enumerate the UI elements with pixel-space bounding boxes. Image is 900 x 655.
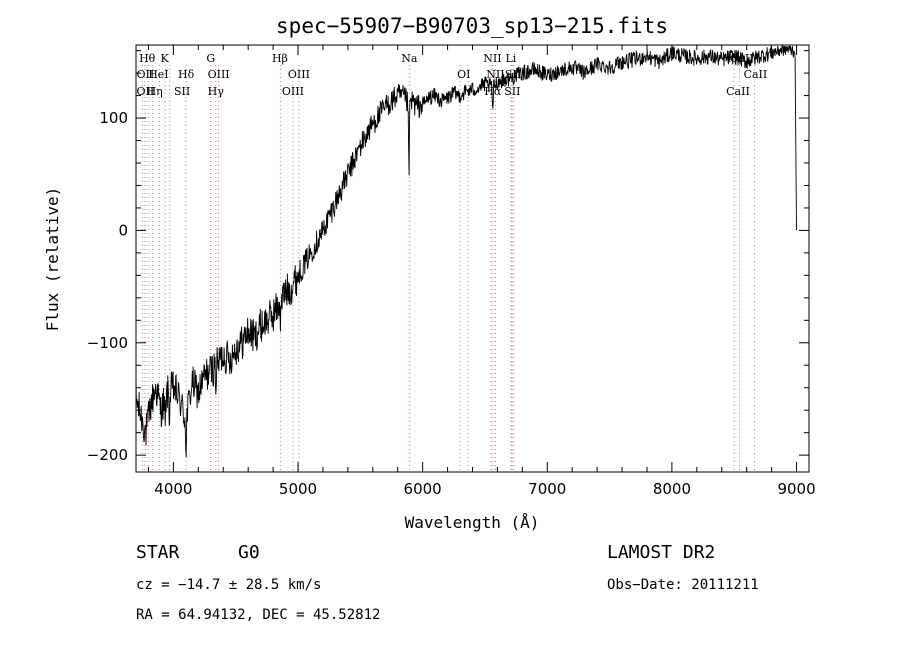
- spectrum-series: [135, 45, 797, 458]
- coordinates: RA = 64.94132, DEC = 45.52812: [136, 607, 380, 623]
- line-label: SII: [504, 85, 520, 98]
- line-label: CaII: [726, 85, 750, 98]
- x-tick-label: 8000: [653, 480, 691, 498]
- line-label: K: [161, 52, 170, 65]
- x-tick-label: 9000: [777, 480, 815, 498]
- line-label: Hη: [147, 85, 163, 98]
- line-label: Hδ: [178, 68, 195, 81]
- line-label: OIII: [288, 68, 310, 81]
- line-label: OIII: [282, 85, 304, 98]
- y-axis-label: Flux (relative): [43, 187, 62, 332]
- line-label: OIII: [208, 68, 230, 81]
- line-label: CaII: [744, 68, 768, 81]
- y-tick-label: 100: [99, 109, 128, 127]
- line-label: OII: [136, 68, 154, 81]
- line-markers: [141, 65, 755, 472]
- chart-title: spec−55907−B90703_sp13−215.fits: [276, 14, 668, 38]
- spectrum-line: [135, 45, 797, 458]
- line-label: NII: [486, 68, 504, 81]
- x-axis-label: Wavelength (Å): [405, 513, 540, 532]
- plot-frame: [135, 44, 810, 473]
- line-label: OI: [457, 68, 470, 81]
- line-label: Hγ: [208, 85, 225, 98]
- obs-date: Obs−Date: 20111211: [607, 577, 759, 593]
- y-tick-label: 0: [118, 221, 128, 239]
- x-tick-label: 7000: [528, 480, 566, 498]
- object-class: STAR: [136, 542, 180, 563]
- line-label: HeI: [148, 68, 168, 81]
- line-label: OII: [136, 85, 154, 98]
- line-label: Hθ: [139, 52, 156, 65]
- line-label: SII: [174, 85, 190, 98]
- y-tick-label: −100: [87, 334, 128, 352]
- line-label: Hβ: [272, 52, 288, 65]
- line-label: Li: [505, 52, 516, 65]
- y-axis: −200 −100 0 100: [87, 50, 809, 464]
- survey-name: LAMOST DR2: [607, 542, 715, 563]
- redshift-readout: cz = −14.7 ± 28.5 km/s: [136, 577, 321, 593]
- object-subclass: G0: [238, 542, 260, 563]
- line-label: Na: [401, 52, 418, 65]
- x-tick-label: 6000: [404, 480, 442, 498]
- y-tick-label: −200: [87, 446, 128, 464]
- x-tick-label: 5000: [279, 480, 317, 498]
- line-label: CaII: [730, 52, 754, 65]
- x-axis: 4000 5000 6000 7000 8000 9000: [147, 45, 816, 498]
- line-label: NII: [483, 52, 501, 65]
- line-label: G: [206, 52, 215, 65]
- line-label: Hα: [484, 85, 502, 98]
- x-tick-label: 4000: [154, 480, 192, 498]
- line-label: SII: [505, 68, 521, 81]
